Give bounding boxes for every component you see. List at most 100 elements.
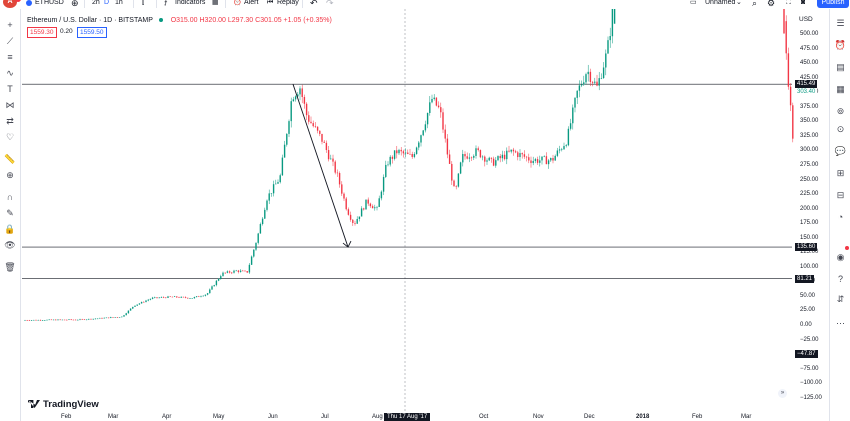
ethereum-icon bbox=[26, 0, 32, 6]
candle-body bbox=[209, 289, 211, 294]
chart-pane[interactable] bbox=[22, 9, 829, 421]
undo-icon[interactable]: ↶ bbox=[310, 0, 318, 8]
indicators-button[interactable]: Indicators bbox=[175, 0, 206, 6]
candle-body bbox=[244, 270, 246, 272]
sell-price-button[interactable]: 1559.30 bbox=[27, 27, 57, 38]
interval-1h[interactable]: 1h bbox=[115, 0, 123, 6]
replay-button[interactable]: Replay bbox=[277, 0, 299, 6]
candle-body bbox=[783, 9, 785, 34]
screener-icon[interactable]: ⊞ bbox=[836, 168, 845, 178]
ideas-icon[interactable]: ⊚ bbox=[836, 106, 845, 116]
horizontal-line-price-label: 135.60 bbox=[795, 243, 818, 252]
candle-body bbox=[195, 296, 198, 298]
candle-body bbox=[451, 163, 453, 181]
buy-price-button[interactable]: 1559.50 bbox=[77, 27, 107, 38]
candle-body bbox=[303, 96, 306, 104]
candle-body bbox=[481, 156, 484, 158]
candle-body bbox=[343, 193, 345, 199]
indicators-icon[interactable]: ⨍ bbox=[164, 0, 168, 6]
publish-button[interactable]: Publish bbox=[817, 0, 849, 8]
redo-icon[interactable]: ↷ bbox=[326, 0, 334, 8]
chart-title[interactable]: Ethereum / U.S. Dollar · 1D · BITSTAMP bbox=[27, 17, 153, 24]
chevron-down-icon[interactable]: ⌄ bbox=[736, 0, 742, 6]
data-window-icon[interactable]: ▤ bbox=[836, 62, 845, 72]
candle-body bbox=[611, 9, 614, 37]
stream-icon[interactable]: ◉ bbox=[836, 252, 845, 262]
scroll-to-realtime-button[interactable]: » bbox=[778, 389, 787, 398]
alerts-icon[interactable]: ⏰ bbox=[834, 40, 847, 50]
search-icon[interactable]: ⌕ bbox=[752, 0, 758, 8]
minds-icon[interactable]: ⊙ bbox=[836, 124, 845, 134]
candle-body bbox=[457, 173, 460, 187]
candle-body bbox=[378, 198, 380, 207]
calendar-icon[interactable]: ▦ bbox=[836, 84, 845, 94]
candle-body bbox=[288, 121, 290, 134]
horizontal-line-icon[interactable]: ≡ bbox=[7, 52, 13, 62]
candle-body bbox=[220, 276, 222, 279]
candle-body bbox=[202, 295, 204, 297]
candle-body bbox=[204, 294, 207, 296]
gear-icon[interactable]: ⚙ bbox=[767, 0, 776, 8]
layout-icon[interactable]: ▭ bbox=[690, 0, 697, 6]
candle-body bbox=[277, 182, 279, 184]
candle-body bbox=[530, 160, 532, 164]
notifications-icon[interactable]: ◔ bbox=[837, 212, 844, 222]
pin-icon[interactable]: ⇵ bbox=[836, 294, 845, 304]
candle-body bbox=[497, 156, 499, 161]
candle-body bbox=[48, 319, 50, 321]
candle-body bbox=[613, 9, 616, 24]
candle-body bbox=[580, 84, 583, 86]
prediction-icon[interactable]: ⇄ bbox=[6, 116, 14, 126]
market-status-dot bbox=[158, 18, 163, 23]
candle-body bbox=[110, 317, 112, 319]
crosshair-price-label: −47.87 bbox=[795, 350, 818, 358]
candles-icon[interactable]: ⫿ bbox=[142, 0, 145, 6]
camera-icon[interactable]: ◙ bbox=[801, 0, 806, 6]
user-avatar[interactable] bbox=[3, 0, 17, 8]
candle-body bbox=[589, 71, 592, 83]
currency-label[interactable]: USD bbox=[799, 16, 813, 23]
trash-icon[interactable]: 🗑 bbox=[4, 262, 16, 272]
candle-body bbox=[444, 129, 446, 139]
crosshair-icon[interactable]: + bbox=[7, 20, 13, 30]
interval-d[interactable]: D bbox=[104, 0, 110, 6]
candle-body bbox=[235, 270, 237, 272]
magnet-icon[interactable]: ∩ bbox=[6, 192, 14, 202]
symbol-search-button[interactable]: ETHUSD bbox=[35, 0, 64, 6]
candle-body bbox=[391, 156, 394, 159]
candle-body bbox=[103, 317, 105, 319]
fullscreen-icon[interactable]: ⛶ bbox=[786, 0, 791, 6]
favorites-heart-icon[interactable]: ♡ bbox=[5, 132, 15, 142]
alert-button[interactable]: Alert bbox=[244, 0, 259, 6]
candle-body bbox=[259, 224, 262, 234]
price-tick-label: 200.00 bbox=[800, 205, 819, 212]
text-icon[interactable]: T bbox=[7, 84, 13, 94]
replay-icon[interactable]: ⏮ bbox=[267, 0, 274, 6]
lock-icon[interactable]: 🔒 bbox=[4, 224, 16, 234]
interval-2h[interactable]: 2h bbox=[92, 0, 100, 6]
candle-body bbox=[418, 142, 420, 148]
price-tick-label: 450.00 bbox=[800, 60, 819, 67]
add-symbol-icon[interactable]: ⊕ bbox=[71, 0, 79, 8]
templates-icon[interactable]: ▦ bbox=[212, 0, 219, 6]
stay-in-drawing-icon[interactable]: ✎ bbox=[6, 208, 14, 218]
help-icon[interactable]: ? bbox=[837, 274, 843, 284]
candle-body bbox=[565, 145, 567, 147]
layout-name-button[interactable]: Unnamed bbox=[705, 0, 736, 6]
pine-editor-icon[interactable]: ⊟ bbox=[836, 190, 845, 200]
brush-icon[interactable]: ∿ bbox=[6, 68, 14, 78]
candle-body bbox=[187, 297, 189, 299]
alarm-clock-icon[interactable]: ⏰ bbox=[233, 0, 242, 6]
candle-body bbox=[532, 160, 534, 164]
more-icon[interactable]: ⋯ bbox=[836, 318, 845, 328]
candle-body bbox=[327, 150, 330, 160]
live-dot bbox=[845, 246, 849, 250]
zoom-icon[interactable]: ⊕ bbox=[6, 170, 14, 180]
watchlist-icon[interactable]: ☰ bbox=[836, 18, 845, 28]
price-chart-svg[interactable] bbox=[22, 9, 829, 421]
trend-line-icon[interactable]: ⟋ bbox=[6, 36, 14, 46]
ruler-icon[interactable]: 📏 bbox=[4, 154, 16, 164]
eye-icon[interactable]: 👁 bbox=[4, 240, 16, 250]
pattern-icon[interactable]: ⋈ bbox=[5, 100, 15, 110]
chat-icon[interactable]: 💬 bbox=[834, 146, 847, 156]
